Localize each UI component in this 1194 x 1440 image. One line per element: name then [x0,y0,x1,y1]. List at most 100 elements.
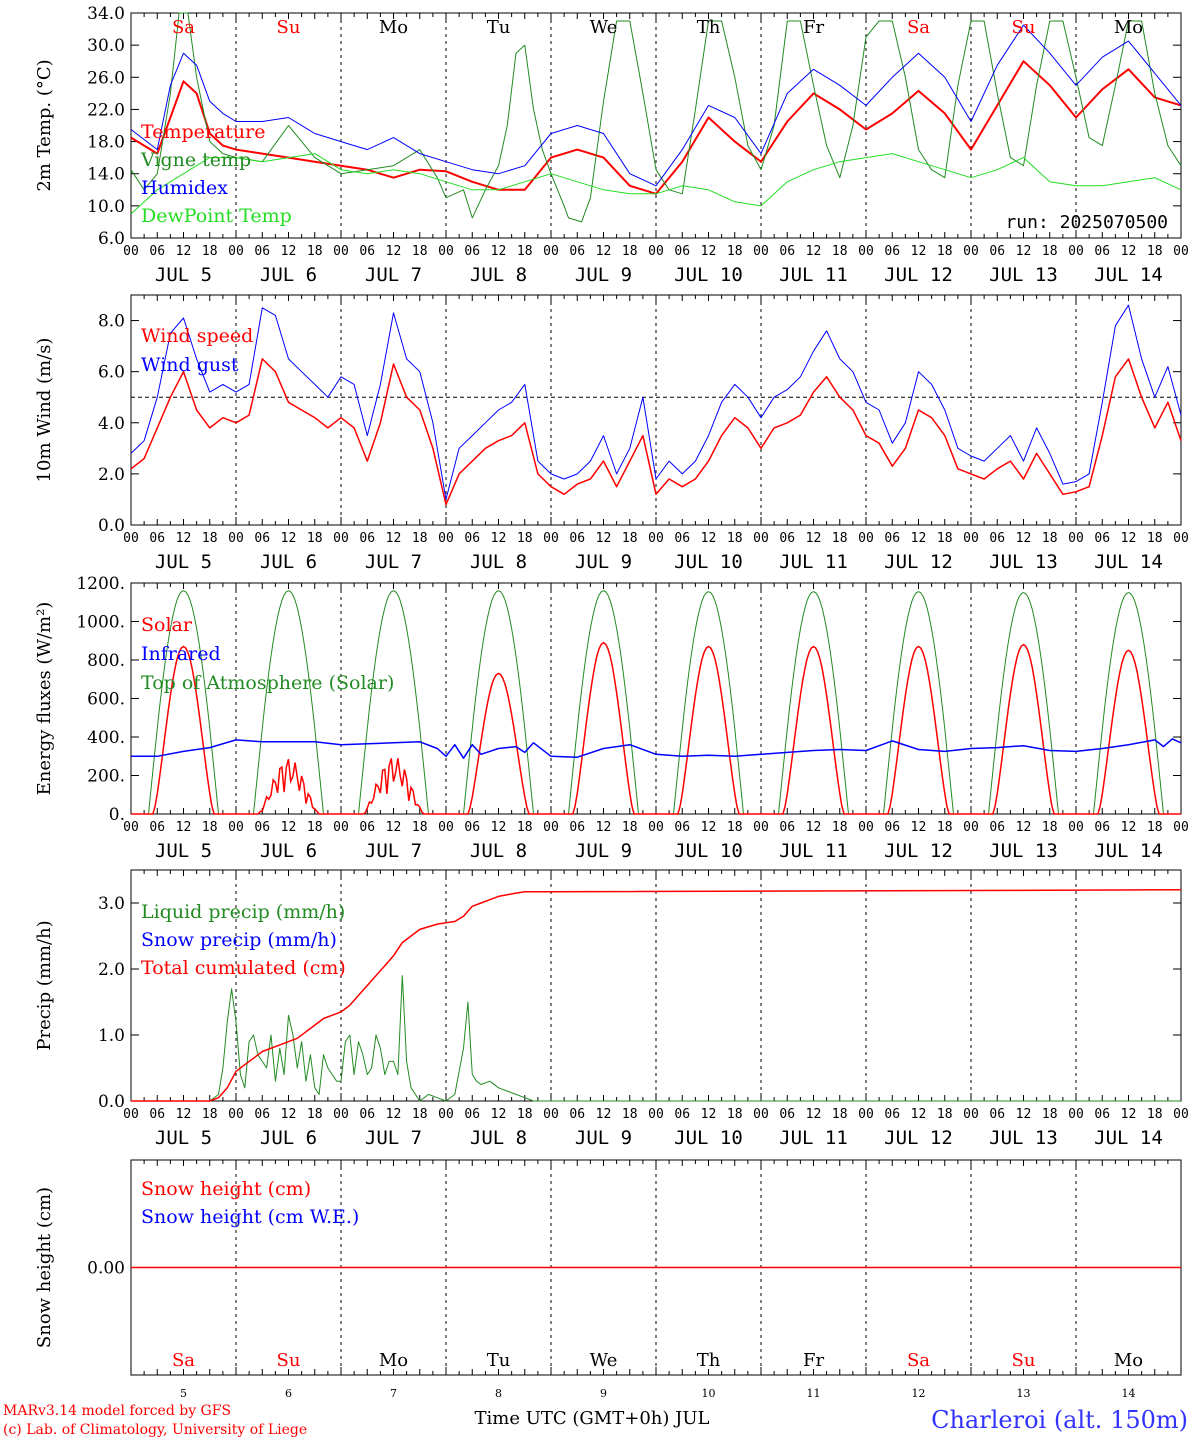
legend-entry: Snow height (cm W.E.) [141,1206,359,1228]
x-axis-title: Time UTC (GMT+0h) JUL [475,1408,710,1429]
series-infrared [131,738,1182,759]
y-axis-label: 2m Temp. (°C) [34,59,55,191]
date-label: JUL 5 [155,264,212,286]
hour-label: 00 [1068,1107,1084,1122]
y-tick-label: 34.0 [87,4,125,24]
hour-label: 00 [1068,531,1084,546]
legend-entry: Wind gust [141,354,239,376]
day-number-label: 12 [912,1387,926,1400]
weekday-label: Sa [907,17,930,38]
hour-label: 00 [543,1107,559,1122]
hour-label: 00 [858,244,874,259]
hour-label: 12 [596,1107,612,1122]
hour-label: 00 [858,531,874,546]
hour-label: 00 [333,820,349,835]
day-number-label: 9 [600,1387,607,1400]
hour-label: 18 [622,531,638,546]
hour-label: 12 [911,244,927,259]
hour-label: 06 [674,820,690,835]
hour-label: 06 [359,531,375,546]
hour-label: 18 [727,820,743,835]
weekday-label: Fr [803,17,824,38]
hour-label: 00 [333,1107,349,1122]
weekday-label: Sa [172,17,195,38]
hour-label: 18 [1042,820,1058,835]
hour-label: 12 [491,531,507,546]
hour-label: 06 [359,820,375,835]
y-axis-label: Snow height (cm) [34,1187,55,1348]
hour-label: 00 [963,1107,979,1122]
hour-label: 18 [202,244,218,259]
hour-label: 18 [1147,820,1163,835]
hour-label: 00 [333,244,349,259]
hour-label: 06 [569,1107,585,1122]
hour-label: 18 [412,244,428,259]
hour-label: 00 [1173,1107,1189,1122]
day-number-label: 7 [390,1387,397,1400]
weekday-label: Sa [907,1350,930,1371]
hour-label: 12 [701,244,717,259]
y-tick-label: 800. [87,651,125,671]
hour-label: 00 [963,531,979,546]
wind-panel: 0.0 2.0 4.0 6.0 8.0 10m Wind (m/s) Wind speed W… [34,294,1189,573]
date-label: JUL 8 [470,264,527,286]
y-tick-label: 1200. [76,574,125,594]
series-wind-gust [130,304,1182,500]
hour-label: 06 [884,531,900,546]
legend-entry: Liquid precip (mm/h) [141,901,345,923]
hour-label: 18 [307,531,323,546]
date-label: JUL 8 [470,551,527,573]
hour-label: 12 [491,820,507,835]
day-number-label: 5 [180,1387,187,1400]
hour-label: 06 [464,1107,480,1122]
hour-label: 00 [438,820,454,835]
y-tick-label: 200. [87,767,125,787]
hour-label: 12 [281,531,297,546]
hour-label: 00 [648,1107,664,1122]
hour-label: 18 [412,820,428,835]
hour-label: 18 [937,1107,953,1122]
hour-label: 12 [701,531,717,546]
day-number-label: 10 [702,1387,716,1400]
series-vigne-temp [130,12,1182,223]
hour-label: 12 [1121,531,1137,546]
weekday-label: Tu [487,1350,511,1371]
weekday-label: Tu [487,17,511,38]
hour-label: 00 [648,531,664,546]
hour-label: 12 [491,1107,507,1122]
hour-label: 12 [176,531,192,546]
hour-label: 00 [858,820,874,835]
hour-label: 06 [779,531,795,546]
hour-label: 12 [596,820,612,835]
hour-label: 12 [386,1107,402,1122]
date-label: JUL 8 [470,840,527,862]
hour-label: 00 [1068,244,1084,259]
y-tick-label: 2.0 [98,465,125,485]
hour-label: 18 [727,1107,743,1122]
legend-entry: DewPoint Temp [141,205,292,227]
hour-label: 18 [517,244,533,259]
hour-label: 12 [1121,1107,1137,1122]
hour-label: 18 [517,820,533,835]
hour-label: 00 [648,244,664,259]
hour-label: 00 [228,820,244,835]
hour-label: 06 [989,531,1005,546]
y-tick-label: 30.0 [87,36,125,56]
temperature-panel: 6.0 10.0 14.0 18.0 22.0 26.0 30.0 34.0 2m Temp. … [34,4,1189,286]
hour-label: 18 [832,820,848,835]
day-number-label: 11 [807,1387,821,1400]
y-tick-label: 4.0 [98,414,125,434]
date-label: JUL 12 [884,264,953,286]
legend-entry: Snow height (cm) [141,1178,311,1200]
hour-label: 18 [937,244,953,259]
y-tick-label: 0.0 [98,1092,125,1112]
legend-entry: Wind speed [141,325,253,347]
hour-label: 00 [1068,820,1084,835]
y-tick-label: 0. [109,805,125,825]
date-label: JUL 10 [674,264,743,286]
hour-label: 18 [412,1107,428,1122]
hour-label: 18 [412,531,428,546]
weekday-label: Mo [379,1350,408,1371]
hour-label: 06 [149,244,165,259]
weekday-label: Su [1012,1350,1036,1371]
